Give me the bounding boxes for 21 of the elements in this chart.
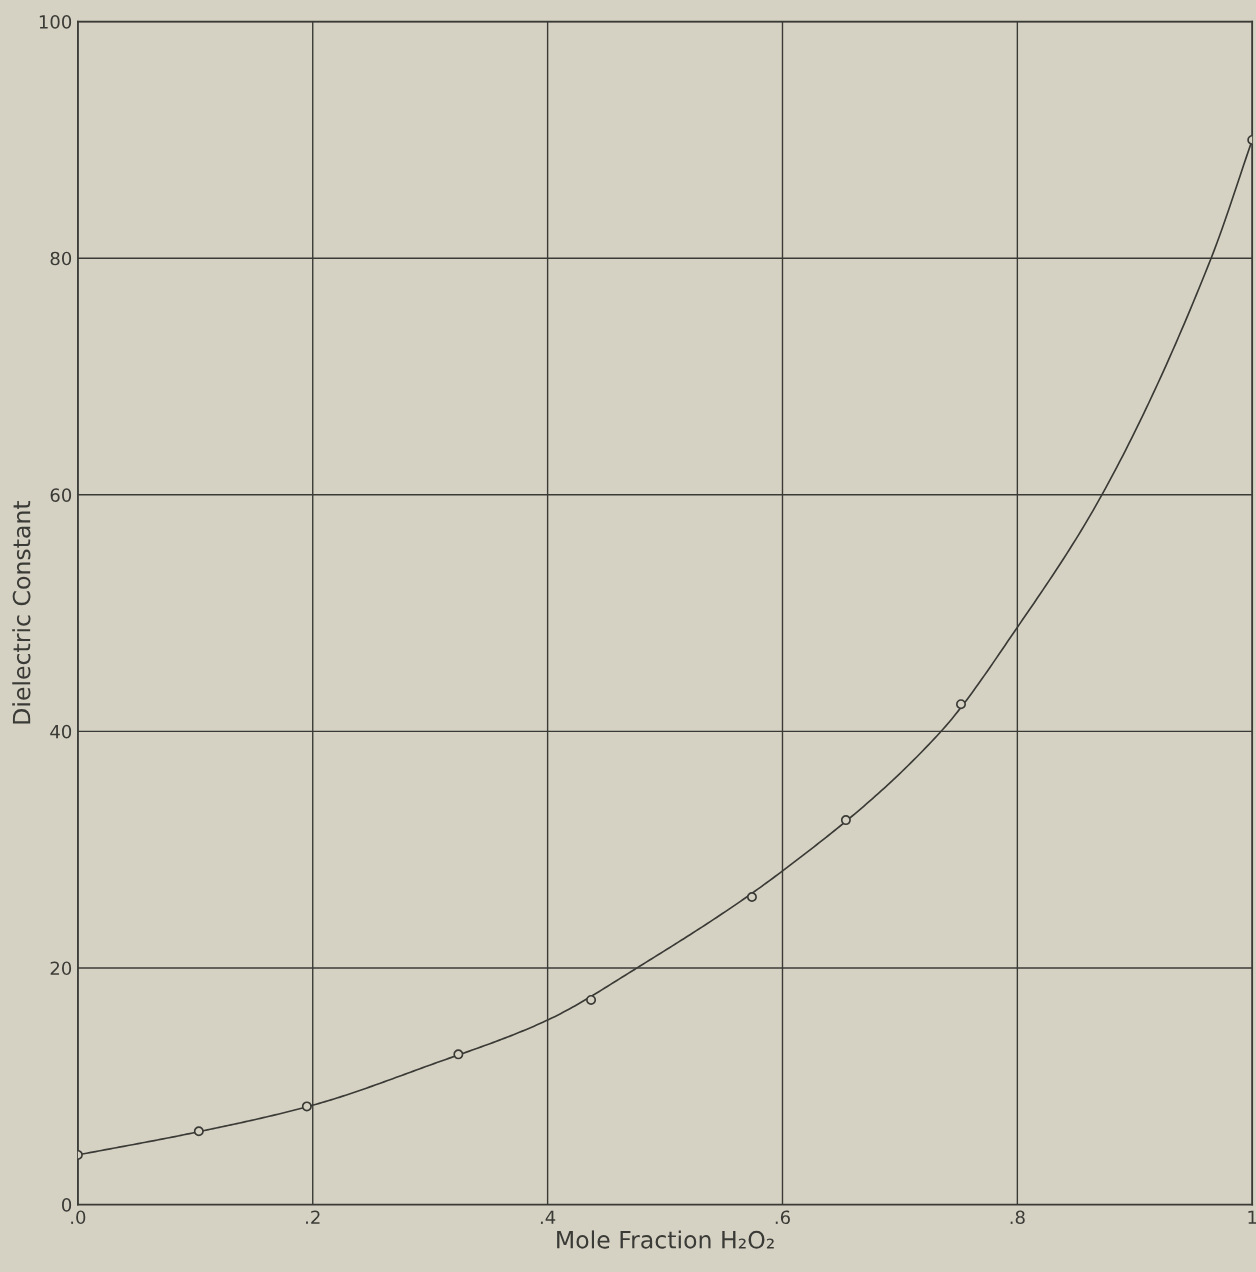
y-axis-title: Dielectric Constant	[12, 500, 31, 724]
point	[746, 892, 757, 903]
point	[193, 1126, 204, 1137]
y-tick-label: 100	[39, 15, 72, 29]
point	[453, 1049, 464, 1060]
point	[301, 1101, 312, 1112]
y-tick-label: 60	[50, 488, 72, 502]
point	[955, 699, 966, 710]
x-axis-title: Mole Fraction H₂O₂	[557, 1230, 774, 1249]
y-tick-label: 80	[50, 251, 72, 266]
y-tick-label: 40	[50, 724, 72, 739]
x-tick-label: .8	[1010, 1210, 1025, 1225]
y-tick-label: 0	[62, 1198, 72, 1212]
x-tick-label: .0	[71, 1210, 86, 1225]
point	[586, 994, 597, 1005]
point	[840, 815, 851, 826]
x-tick-label: .4	[540, 1210, 556, 1224]
y-tick-label: 20	[50, 961, 72, 976]
x-tick-label: .2	[306, 1210, 320, 1224]
x-tick-label: .6	[775, 1210, 790, 1225]
x-tick-label: 1	[1248, 1210, 1256, 1224]
